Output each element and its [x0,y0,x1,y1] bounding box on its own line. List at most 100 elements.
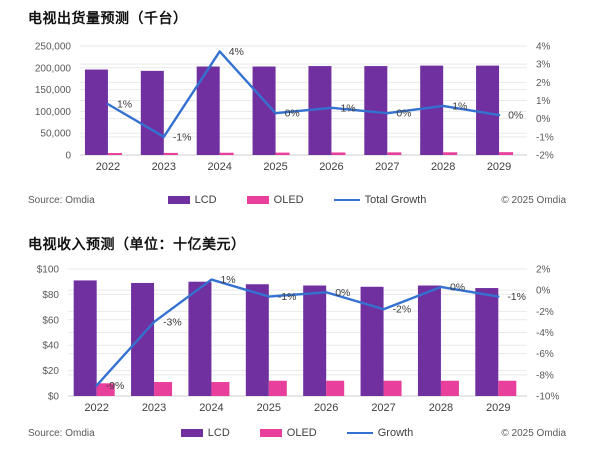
growth-point-label: -1% [507,291,526,303]
y-axis-right-tick: 0% [536,286,551,297]
shipment-chart-title: 电视出货量预测（千台） [28,10,188,26]
y-axis-right-tick: -2% [536,307,554,318]
bar-oled-2026 [331,152,346,155]
revenue-chart-legend: LCD OLED Growth [28,427,566,439]
lcd-swatch-icon [167,196,190,204]
growth-point-label: 0% [508,110,523,122]
growth-point-label: 1% [117,99,132,111]
y-axis-left-tick: 0 [65,151,71,162]
y-axis-right-tick: -1% [536,132,554,143]
oled-swatch-icon [259,429,282,437]
growth-point-label: -1% [278,291,297,303]
revenue-chart-footer: Source: Omdia LCD OLED Growth © 2025 Omdia [28,425,566,441]
growth-point-label: 4% [229,46,244,58]
growth-point-label: 1% [340,102,355,114]
bar-oled-2025 [275,152,290,155]
x-axis-tick: 2024 [199,402,223,414]
bar-oled-2023 [154,382,173,396]
legend-item-lcd: LCD [167,194,217,206]
y-axis-right-tick: -4% [536,328,554,339]
bar-lcd-2028 [417,285,441,396]
bar-lcd-2026 [303,285,327,396]
bar-oled-2028 [443,152,458,155]
bar-oled-2024 [219,152,234,155]
x-axis-tick: 2023 [152,161,176,173]
bar-lcd-2027 [360,286,384,396]
growth-line [95,278,500,387]
growth-line [106,50,501,139]
bar-lcd-2025 [245,284,269,396]
growth-point-label: 1% [452,100,467,112]
growth-point-label: 0% [285,108,300,120]
bar-lcd-2028 [420,65,444,155]
y-axis-right-tick: -2% [536,151,554,162]
growth-point-label: 0% [396,108,411,120]
bar-lcd-2029 [475,288,499,396]
chart-plot-1: $100 $80 $60 $40 $20 $0 2% 0% -2% -4% -6% -8% -10% 20… [37,265,560,415]
y-axis-left-tick: $100 [37,265,60,276]
bar-oled-2027 [387,152,402,155]
chart-plot-0: 250,000 200,000 150,000 100,000 50,000 0 4% 3% 2… [35,42,554,174]
shipment-chart-footer: Source: Omdia LCD OLED Total Growth © 2025… [28,192,566,208]
bar-lcd-2025 [252,66,276,155]
line-swatch-icon [346,431,373,435]
y-axis-left-tick: $20 [42,366,59,377]
y-axis-right-tick: 3% [536,60,551,71]
y-axis-right-tick: -6% [536,349,554,360]
y-axis-right-tick: -8% [536,370,554,381]
bar-oled-2024 [211,382,230,396]
y-axis-right-tick: 2% [536,265,551,276]
source-label: Source: Omdia [28,427,95,439]
y-axis-right-tick: 2% [536,78,551,89]
y-axis-right-tick: 1% [536,96,551,107]
x-axis-tick: 2024 [207,161,231,173]
line-swatch-icon [333,198,360,202]
x-axis-tick: 2027 [375,161,399,173]
x-axis-tick: 2029 [487,161,511,173]
x-axis-tick: 2022 [84,402,108,414]
bar-lcd-2029 [476,65,500,155]
y-axis-left-tick: 100,000 [35,107,72,118]
copyright-label: © 2025 Omdia [501,427,566,439]
legend-item-lcd: LCD [180,427,230,439]
bar-oled-2029 [499,152,514,155]
x-axis-tick: 2026 [314,402,338,414]
y-axis-left-tick: 50,000 [40,129,71,140]
bar-oled-2023 [163,152,178,155]
bar-lcd-2023 [131,282,155,396]
x-axis-tick: 2027 [371,402,395,414]
x-axis-tick: 2025 [263,161,287,173]
y-axis-left-tick: $40 [42,341,59,352]
legend-label: LCD [207,427,230,439]
y-axis-left-tick: $60 [42,315,59,326]
legend-item-growth: Growth [346,427,414,439]
shipment-chart-legend: LCD OLED Total Growth [28,194,566,206]
x-axis-tick: 2022 [96,161,120,173]
bar-oled-2022 [107,153,122,155]
legend-item-total-growth: Total Growth [333,194,426,206]
y-axis-right-tick: -10% [536,392,559,403]
y-axis-right-tick: 4% [536,42,551,53]
growth-point-label: -2% [393,304,412,316]
growth-point-label: -1% [173,131,192,143]
bar-lcd-2027 [364,66,388,155]
bar-oled-2028 [440,380,459,396]
bar-lcd-2022 [84,69,108,155]
source-label: Source: Omdia [28,194,95,206]
legend-label: OLED [286,427,317,439]
y-axis-left-tick: 250,000 [35,42,72,53]
copyright-label: © 2025 Omdia [501,194,566,206]
legend-label: LCD [194,194,217,206]
bar-oled-2027 [383,380,402,396]
bar-lcd-2023 [140,70,164,155]
x-axis-tick: 2025 [257,402,281,414]
y-axis-left-tick: 150,000 [35,85,72,96]
y-axis-right-tick: 0% [536,114,551,125]
bar-lcd-2022 [73,280,97,396]
oled-swatch-icon [246,196,269,204]
bar-lcd-2024 [196,66,220,155]
legend-label: Growth [377,427,414,439]
growth-point-label: 1% [220,274,235,286]
